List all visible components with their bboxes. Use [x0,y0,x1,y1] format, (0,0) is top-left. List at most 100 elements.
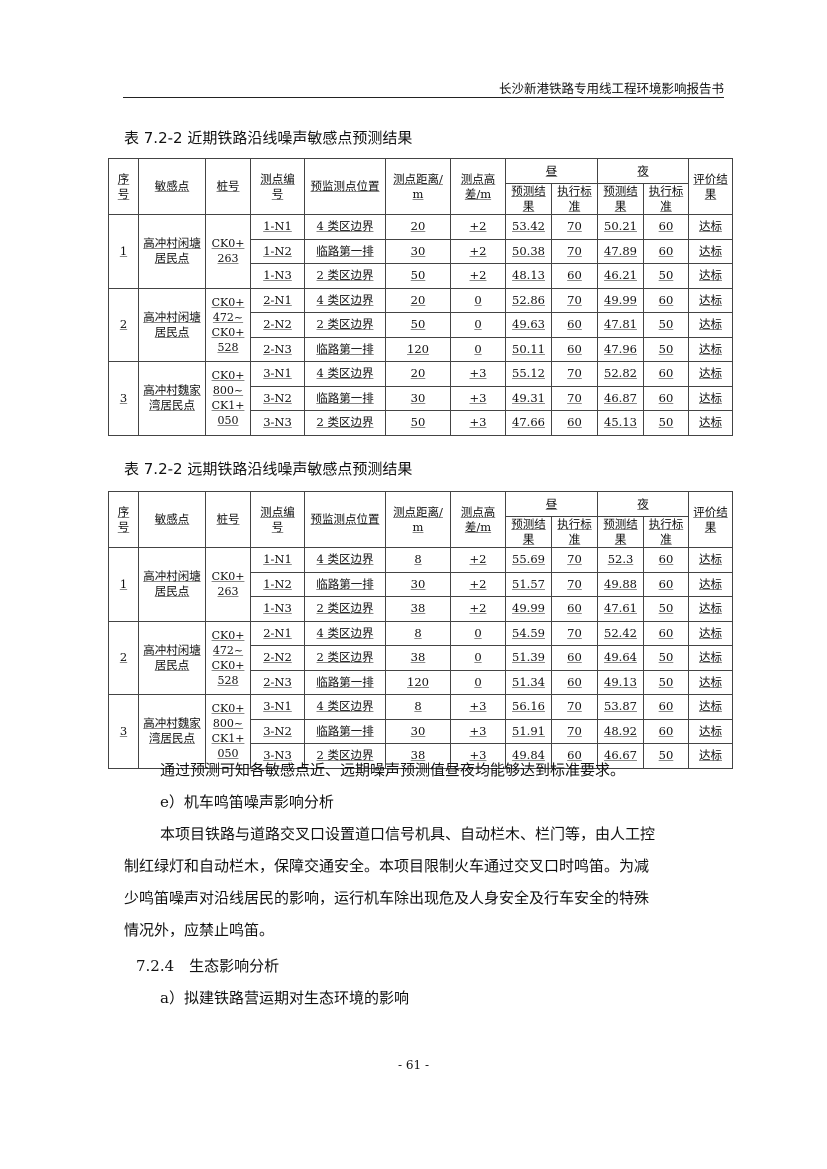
data-cell: 30 [410,576,426,591]
data-cell: 60 [658,552,674,567]
table-long-term: 序号 敏感点 桩号 测点编号 预监测点位置 测点距离/m 测点高差/m 昼夜评价结果 预测结果执… [108,491,733,769]
table-row: 1 高冲村闲塘居民点 CK0+263 1-N1 4 类区边界 8 +2 55.69 70 52.3… [108,547,733,622]
data-cell: 3-N3 [263,415,292,430]
data-cell: 达标 [699,699,722,714]
table-row: 2-N3 临路第一排 120 0 50.11 60 47.96 50 达标 [109,336,733,362]
data-cell: 达标 [699,219,722,234]
table-near-term: 序号 敏感点 桩号 测点编号 预监测点位置 测点距离/m 测点高差/m 昼夜评价结果 预测结果执… [108,158,733,436]
paragraph-line: 制红绿灯和自动栏木，保障交通安全。本项目限制火车通过交叉口时鸣笛。为减 [124,857,650,875]
column-header: 执行标准 [648,184,684,213]
table2-title: 表 7.2-2 远期铁路沿线噪声敏感点预测结果 [124,460,413,478]
data-cell: 46.87 [604,390,637,405]
sensitive-point-cell: 高冲村闲塘居民点 [143,569,201,599]
data-cell: +2 [469,219,487,234]
stake-cell: CK0+800~CK1+050 [211,369,245,428]
data-cell: 60 [658,366,674,381]
data-cell: 60 [567,341,582,356]
data-cell: 2 类区边界 [316,415,374,430]
data-cell: 2 类区边界 [316,317,374,332]
table-row: 2 高冲村闲塘居民点 CK0+472~CK0+528 2-N1 4 类区边界 20 0 52.… [108,287,733,362]
data-cell: 3-N1 [263,366,292,381]
sensitive-point-cell: 高冲村闲塘居民点 [143,309,201,339]
data-cell: 38 [410,748,426,763]
data-cell: 30 [410,243,426,258]
column-header: 预测结果 [511,517,546,546]
data-cell: +3 [469,390,487,405]
data-cell: 达标 [699,552,722,567]
data-cell: 54.59 [512,625,545,640]
data-cell: 38 [410,601,426,616]
column-header: 测点高差/m [460,504,496,534]
header-row: 序号 敏感点 桩号 测点编号 预监测点位置 测点距离/m 测点高差/m 昼 夜评价结果 [108,491,733,548]
data-cell: 49.13 [604,674,637,689]
column-header-day: 昼 [545,163,558,178]
sensitive-point-cell: 高冲村闲塘居民点 [143,642,201,672]
data-cell: 51.39 [512,650,545,665]
data-cell: 60 [658,576,674,591]
table1-title: 表 7.2-2 近期铁路沿线噪声敏感点预测结果 [124,129,413,147]
data-cell: 60 [567,748,582,763]
column-header: 预监测点位置 [310,512,380,526]
seq-cell: 3 [119,723,128,738]
data-cell: 3-N3 [263,748,292,763]
subheading-ecology: a）拟建铁路营运期对生态环境的影响 [160,989,409,1007]
data-cell: +2 [469,268,487,283]
data-cell: 0 [474,625,482,640]
data-cell: 达标 [699,674,722,689]
data-cell: 达标 [699,601,722,616]
seq-cell: 3 [119,390,128,405]
header-rule [123,97,724,98]
column-header: 测点距离/m [393,171,443,201]
data-cell: +2 [469,243,487,258]
data-cell: 0 [474,292,482,307]
data-cell: 46.21 [604,268,637,283]
data-cell: 47.89 [604,243,637,258]
data-cell: 50 [658,317,674,332]
data-cell: 达标 [699,292,722,307]
stake-cell: CK0+472~CK0+528 [211,628,245,687]
data-cell: 50 [658,748,674,763]
data-cell: 1-N3 [263,268,292,283]
seq-cell: 1 [119,243,128,258]
data-cell: 70 [567,219,582,234]
table-row: 2 高冲村闲塘居民点 CK0+472~CK0+528 2-N1 4 类区边界 8 0 54.5… [108,620,733,695]
data-cell: 2 类区边界 [316,601,374,616]
data-cell: 53.87 [604,699,637,714]
column-header-night: 夜 [637,496,649,511]
data-cell: 达标 [699,723,722,738]
data-cell: +3 [469,415,487,430]
data-cell: 60 [658,625,674,640]
data-cell: 60 [658,723,674,738]
data-cell: 临路第一排 [316,243,374,258]
data-cell: 60 [567,674,582,689]
seq-cell: 2 [119,317,128,332]
column-header: 序号 [117,171,130,201]
running-header: 长沙新港铁路专用线工程环境影响报告书 [498,81,724,96]
paragraph-conclusion: 通过预测可知各敏感点近、远期噪声预测值昼夜均能够达到标准要求。 [160,761,626,779]
data-cell: 120 [407,674,429,689]
data-cell: 51.57 [512,576,545,591]
data-cell: 50.21 [604,219,637,234]
column-header: 评价结果 [693,171,728,201]
column-header: 桩号 [216,512,240,526]
column-header: 执行标准 [557,184,592,213]
data-cell: 55.12 [512,366,545,381]
data-cell: 60 [658,243,674,258]
data-cell: +2 [469,601,487,616]
data-cell: 48.92 [604,723,637,738]
data-cell: 50 [658,341,674,356]
column-header-night: 夜 [637,163,649,178]
data-cell: 临路第一排 [316,390,374,405]
data-cell: 52.86 [512,292,545,307]
data-cell: 50.11 [512,341,545,356]
data-cell: 2 类区边界 [316,268,374,283]
data-cell: 达标 [699,390,722,405]
data-cell: 50.38 [512,243,545,258]
seq-cell: 2 [119,650,128,665]
data-cell: 临路第一排 [316,576,374,591]
column-header: 测点编号 [260,171,295,201]
data-cell: 50 [658,415,674,430]
data-cell: 49.84 [512,748,545,763]
paragraph-line: 情况外，应禁止鸣笛。 [124,921,275,939]
data-cell: +3 [469,699,487,714]
